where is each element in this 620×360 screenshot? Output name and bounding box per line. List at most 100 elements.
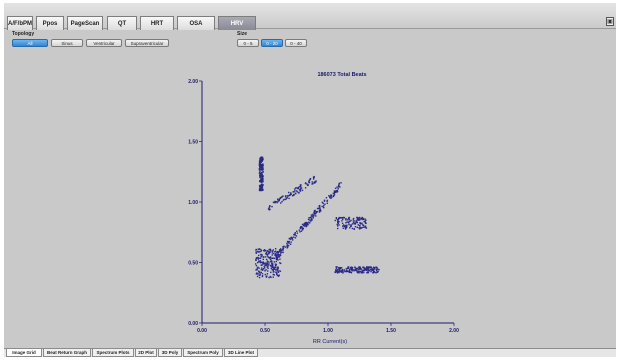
data-point xyxy=(358,272,360,274)
tab-afbpm[interactable]: A/F/bPM xyxy=(7,16,33,30)
size-0-20-button[interactable]: 0 - 20 xyxy=(261,39,283,47)
bottom-tab-2d-plot[interactable]: 2D Plot xyxy=(135,349,157,357)
topology-sinus-button[interactable]: Sinus xyxy=(51,39,83,47)
bottom-tab-spectrum-plots[interactable]: Spectrum Plots xyxy=(92,349,134,357)
data-point xyxy=(321,205,323,208)
data-point xyxy=(356,217,358,219)
topology-supraventricular-button[interactable]: Supraventricular xyxy=(125,39,169,47)
data-point xyxy=(336,270,338,272)
topology-ventricular-button[interactable]: Ventricular xyxy=(86,39,122,47)
data-point xyxy=(294,237,297,239)
scatter-plot: 0.00 0.50 1.00 1.50 2.00 0.00 0.50 1.00 1.50 2.00… xyxy=(188,72,459,345)
data-point xyxy=(274,254,276,256)
data-point xyxy=(365,267,368,270)
data-point xyxy=(362,270,364,273)
data-point xyxy=(361,216,364,219)
data-point xyxy=(262,158,264,160)
data-point xyxy=(336,266,338,268)
data-point xyxy=(259,167,261,169)
data-point xyxy=(267,270,269,272)
data-point xyxy=(296,191,299,193)
tab-qt[interactable]: QT xyxy=(107,16,137,30)
data-point xyxy=(287,191,290,194)
data-point xyxy=(259,257,262,259)
data-point xyxy=(359,218,362,220)
data-point xyxy=(264,270,266,272)
data-point xyxy=(335,217,338,219)
data-point xyxy=(362,224,365,227)
data-point xyxy=(334,271,337,274)
data-point xyxy=(277,266,279,269)
data-point xyxy=(290,236,293,238)
data-point xyxy=(255,259,257,262)
bottom-tab-3d-line-plot[interactable]: 3D Line Plot xyxy=(224,349,258,357)
y-tick-label: 1.00 xyxy=(188,200,198,206)
data-point xyxy=(342,227,345,229)
data-point xyxy=(318,210,321,213)
data-point xyxy=(342,218,344,221)
data-point xyxy=(277,259,279,261)
bottom-tab-spectrum-poly[interactable]: Spectrum Poly xyxy=(183,349,223,357)
data-point xyxy=(261,157,263,160)
x-tick-label: 0.00 xyxy=(197,328,207,334)
data-point xyxy=(279,254,281,256)
size-0-40-button[interactable]: 0 - 40 xyxy=(285,39,307,47)
data-point xyxy=(261,188,263,190)
data-point xyxy=(373,268,375,270)
data-point xyxy=(326,199,329,202)
data-point xyxy=(278,251,280,253)
data-point xyxy=(340,217,342,219)
data-point xyxy=(305,223,307,226)
data-point xyxy=(376,271,379,273)
size-label: Size xyxy=(237,31,248,37)
data-point xyxy=(261,159,263,162)
data-point xyxy=(288,240,290,243)
data-point xyxy=(261,275,264,277)
data-point xyxy=(259,186,261,188)
data-point xyxy=(278,254,280,256)
data-point xyxy=(259,248,261,250)
size-0-5-button[interactable]: 0 - 5 xyxy=(237,39,259,47)
data-point xyxy=(354,223,356,225)
data-point xyxy=(262,174,264,177)
topology-all-button[interactable]: All xyxy=(12,39,48,47)
data-point xyxy=(262,180,264,183)
data-point xyxy=(301,189,304,192)
data-point xyxy=(341,220,343,222)
data-point xyxy=(260,255,262,258)
data-point xyxy=(261,254,263,256)
data-point xyxy=(359,266,361,268)
restore-icon[interactable]: ▣ xyxy=(606,17,614,26)
data-point xyxy=(298,191,300,194)
data-point xyxy=(365,219,367,221)
data-point xyxy=(264,262,266,264)
bottom-tab-image-grid[interactable]: Image Grid xyxy=(6,349,42,357)
data-point xyxy=(281,195,283,198)
data-point xyxy=(262,178,264,180)
data-point xyxy=(333,192,335,195)
tab-osa[interactable]: OSA xyxy=(177,16,215,30)
bottom-tab-beat-return-graph[interactable]: Beat Return Graph xyxy=(43,349,91,357)
tab-hrv[interactable]: HRV xyxy=(218,16,256,30)
data-point xyxy=(290,193,292,196)
data-point xyxy=(324,203,326,205)
data-point xyxy=(343,225,346,228)
data-point xyxy=(300,187,302,189)
data-point xyxy=(350,271,353,274)
data-point xyxy=(338,217,340,220)
data-point xyxy=(258,254,260,257)
x-tick-label: 1.50 xyxy=(386,328,396,334)
data-point xyxy=(306,223,308,226)
data-point xyxy=(351,269,354,272)
tab-hrt[interactable]: HRT xyxy=(140,16,174,30)
data-point xyxy=(307,184,310,186)
data-point xyxy=(264,256,267,258)
tab-ppos[interactable]: Ppos xyxy=(36,16,64,30)
bottom-tab-3d-poly[interactable]: 3D Poly xyxy=(158,349,182,357)
data-point xyxy=(336,189,339,192)
data-point xyxy=(282,251,284,253)
data-point xyxy=(268,251,270,253)
tab-pagescan[interactable]: PageScan xyxy=(67,16,103,30)
data-point xyxy=(366,267,369,270)
data-point xyxy=(257,266,259,269)
